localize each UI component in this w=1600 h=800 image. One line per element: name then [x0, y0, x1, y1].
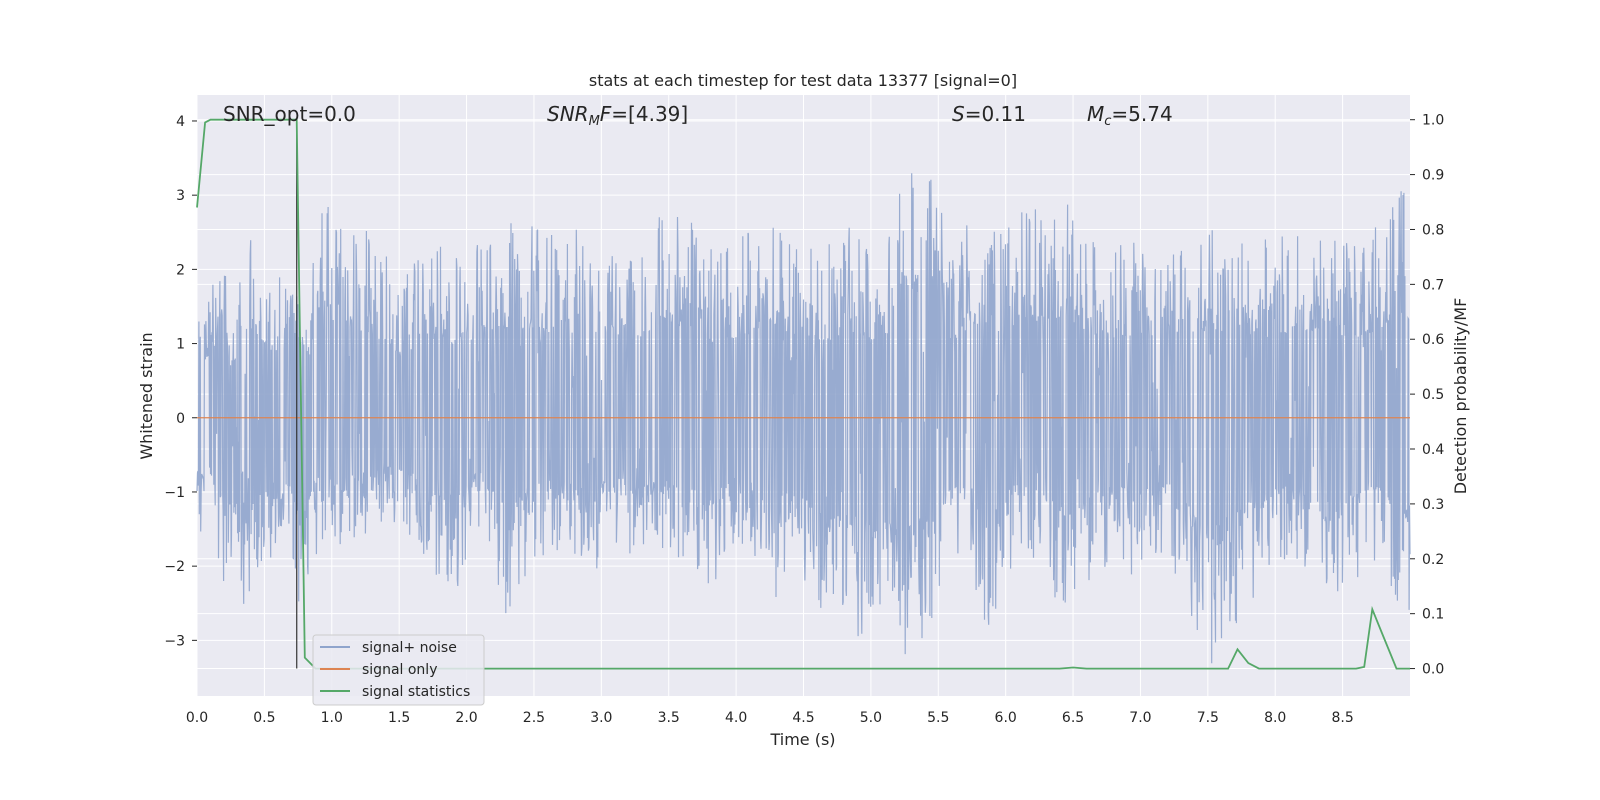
x-tick-label: 1.0: [321, 710, 343, 726]
x-tick-label: 1.5: [388, 710, 410, 726]
x-tick-label: 7.5: [1197, 710, 1219, 726]
y-right-tick-labels: 0.0 0.1 0.2 0.3 0.4 0.5 0.6 0.7 0.8 0.9 1.0: [1410, 113, 1444, 678]
y-right-axis-label: Detection probability/MF: [1451, 298, 1470, 495]
y-right-tick-label: 0.9: [1422, 168, 1444, 184]
y-right-tick-label: 0.2: [1422, 552, 1444, 568]
legend-box: [312, 634, 485, 706]
annotation-s: S=0.11: [952, 102, 1026, 126]
mc-value: =5.74: [1111, 102, 1172, 126]
snr-mf-value: =[4.39]: [611, 102, 688, 126]
y-right-tick-label: 0.8: [1422, 222, 1444, 238]
x-tick-label: 6.5: [1062, 710, 1084, 726]
series-signal-noise-line: [196, 173, 1411, 664]
x-tick-label: 0.0: [186, 710, 208, 726]
snr-mf-base: SNR: [547, 102, 589, 126]
s-var: S: [952, 102, 965, 126]
x-tick-label: 3.5: [658, 710, 680, 726]
y-right-tick-label: 0.4: [1422, 442, 1444, 458]
mc-sub: c: [1104, 114, 1111, 129]
y-left-tick-label: 0: [176, 411, 185, 427]
snr-mf-rest-italic: F: [600, 102, 612, 126]
series-signal-statistics-line: [196, 118, 1410, 670]
y-right-tick-label: 0.5: [1422, 387, 1444, 403]
y-right-tick-label: 0.6: [1422, 332, 1444, 348]
y-left-tick-label: 3: [176, 188, 185, 204]
x-tick-labels: 0.0 0.5 1.0 1.5 2.0 2.5 3.0 3.5 4.0 4.5 5.0 5.5 6.0 6…: [186, 710, 1354, 726]
chart-title: stats at each timestep for test data 133…: [589, 71, 1017, 90]
y-left-axis-label: Whitened strain: [137, 332, 156, 459]
annotation-snr-opt: SNR_opt=0.0: [223, 102, 356, 126]
s-value: =0.11: [965, 102, 1026, 126]
y-left-tick-label: −3: [164, 633, 185, 649]
x-tick-label: 0.5: [253, 710, 275, 726]
y-left-tick-label: 2: [176, 262, 185, 278]
series-layer: [196, 118, 1411, 670]
x-tick-label: 4.0: [725, 710, 747, 726]
x-tick-label: 7.0: [1129, 710, 1151, 726]
legend: signal+ noise signal only signal statist…: [312, 634, 485, 706]
x-tick-label: 8.5: [1331, 710, 1353, 726]
x-tick-label: 6.0: [995, 710, 1017, 726]
legend-label-signal-only: signal only: [362, 662, 437, 678]
x-tick-label: 2.0: [455, 710, 477, 726]
x-tick-label: 3.0: [590, 710, 612, 726]
x-tick-label: 5.5: [927, 710, 949, 726]
mc-var: M: [1087, 102, 1104, 126]
annotation-mc: Mc=5.74: [1087, 102, 1173, 129]
x-tick-label: 8.0: [1264, 710, 1286, 726]
y-right-tick-label: 0.0: [1422, 662, 1444, 678]
y-left-tick-label: 4: [176, 114, 185, 130]
y-left-tick-label: −2: [164, 559, 185, 575]
y-right-tick-label: 0.3: [1422, 497, 1444, 513]
y-right-tick-label: 1.0: [1422, 113, 1444, 129]
snr-mf-sub: M: [589, 114, 600, 129]
x-tick-label: 4.5: [792, 710, 814, 726]
legend-label-signal-noise: signal+ noise: [362, 640, 457, 656]
x-tick-label: 2.5: [523, 710, 545, 726]
x-axis-label: Time (s): [769, 730, 835, 749]
y-left-tick-labels: −3 −2 −1 0 1 2 3 4: [164, 114, 197, 649]
y-right-tick-label: 0.1: [1422, 607, 1444, 623]
legend-label-signal-statistics: signal statistics: [362, 684, 470, 700]
y-left-tick-label: −1: [164, 485, 185, 501]
annotation-snr-mf: SNRMF=[4.39]: [547, 102, 688, 129]
y-left-tick-label: 1: [176, 337, 185, 353]
y-right-tick-label: 0.7: [1422, 277, 1444, 293]
x-tick-label: 5.0: [860, 710, 882, 726]
